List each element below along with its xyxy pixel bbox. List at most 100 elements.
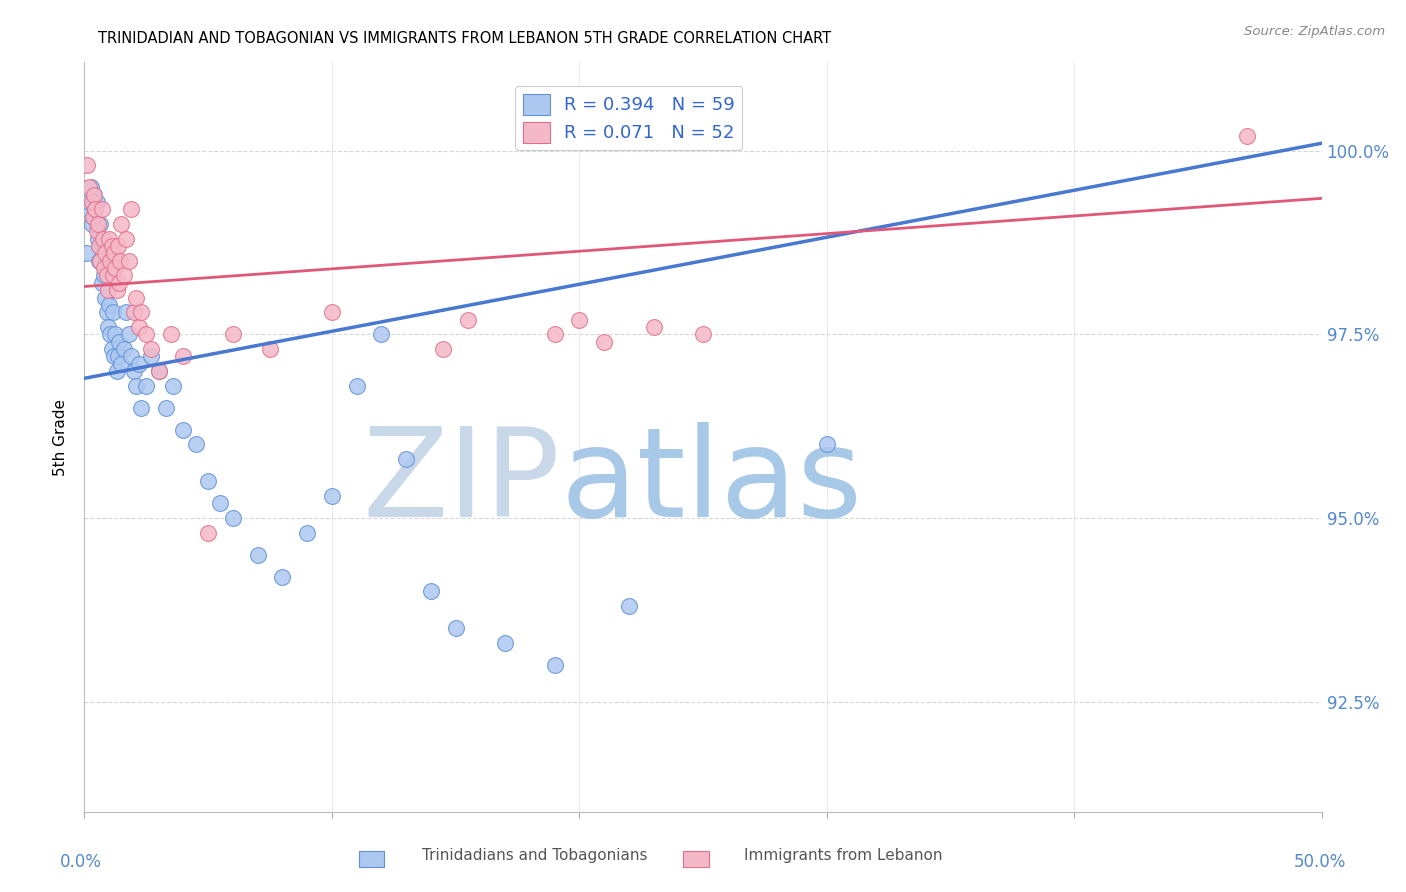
Point	[444, 621, 467, 635]
Point	[110, 253, 132, 268]
Point	[104, 261, 127, 276]
Point	[172, 349, 194, 363]
Point	[80, 194, 103, 209]
Point	[160, 327, 183, 342]
FancyBboxPatch shape	[683, 851, 709, 867]
Text: Immigrants from Lebanon: Immigrants from Lebanon	[744, 848, 943, 863]
Point	[96, 268, 118, 283]
Point	[108, 334, 131, 349]
Point	[89, 217, 111, 231]
Point	[77, 202, 100, 217]
Point	[128, 357, 150, 371]
Point	[76, 246, 98, 260]
Point	[321, 489, 343, 503]
Point	[79, 180, 101, 194]
Point	[84, 202, 107, 217]
Point	[103, 246, 125, 260]
Point	[105, 283, 128, 297]
Point	[118, 327, 141, 342]
Point	[135, 378, 157, 392]
Point	[104, 327, 127, 342]
Point	[222, 327, 245, 342]
Point	[197, 525, 219, 540]
Point	[141, 342, 163, 356]
Point	[93, 261, 115, 276]
Point	[93, 268, 115, 283]
Point	[120, 349, 142, 363]
Point	[90, 202, 112, 217]
Point	[197, 474, 219, 488]
Point	[112, 268, 135, 283]
Point	[94, 246, 117, 260]
Point	[162, 378, 184, 392]
Point	[141, 349, 163, 363]
Point	[494, 636, 516, 650]
Point	[91, 239, 114, 253]
Point	[94, 291, 117, 305]
Point	[82, 210, 104, 224]
Point	[184, 437, 207, 451]
Point	[89, 253, 111, 268]
Point	[98, 253, 121, 268]
Point	[222, 511, 245, 525]
Point	[125, 291, 148, 305]
Point	[692, 327, 714, 342]
Point	[79, 194, 101, 209]
Point	[1236, 128, 1258, 143]
Point	[112, 342, 135, 356]
Point	[101, 268, 124, 283]
Text: 0.0%: 0.0%	[59, 853, 101, 871]
Point	[108, 276, 131, 290]
Point	[86, 194, 108, 209]
Point	[84, 202, 107, 217]
Text: Source: ZipAtlas.com: Source: ZipAtlas.com	[1244, 25, 1385, 38]
Point	[346, 378, 368, 392]
Point	[643, 319, 665, 334]
Point	[107, 349, 129, 363]
Point	[76, 158, 98, 172]
Point	[122, 305, 145, 319]
Point	[100, 342, 122, 356]
Point	[815, 437, 838, 451]
Point	[148, 364, 170, 378]
Point	[395, 452, 418, 467]
Point	[90, 276, 112, 290]
Point	[259, 342, 281, 356]
Point	[457, 312, 479, 326]
Point	[82, 210, 104, 224]
Point	[321, 305, 343, 319]
Point	[432, 342, 454, 356]
Point	[120, 202, 142, 217]
FancyBboxPatch shape	[359, 851, 384, 867]
Point	[83, 187, 105, 202]
Point	[271, 569, 294, 583]
Y-axis label: 5th Grade: 5th Grade	[53, 399, 69, 475]
Point	[89, 239, 111, 253]
Point	[83, 187, 105, 202]
Point	[129, 401, 152, 415]
Point	[98, 232, 121, 246]
Point	[91, 232, 114, 246]
Point	[246, 548, 269, 562]
Point	[129, 305, 152, 319]
Point	[98, 298, 121, 312]
Point	[617, 599, 640, 613]
Point	[115, 305, 138, 319]
Point	[97, 319, 120, 334]
Legend: R = 0.394   N = 59, R = 0.071   N = 52: R = 0.394 N = 59, R = 0.071 N = 52	[516, 87, 742, 150]
Text: TRINIDADIAN AND TOBAGONIAN VS IMMIGRANTS FROM LEBANON 5TH GRADE CORRELATION CHAR: TRINIDADIAN AND TOBAGONIAN VS IMMIGRANTS…	[98, 31, 831, 46]
Point	[370, 327, 392, 342]
Point	[115, 232, 138, 246]
Text: atlas: atlas	[561, 422, 863, 542]
Text: ZIP: ZIP	[363, 422, 561, 542]
Point	[97, 283, 120, 297]
Point	[128, 319, 150, 334]
Point	[110, 357, 132, 371]
Point	[110, 217, 132, 231]
Point	[86, 224, 108, 238]
Point	[107, 239, 129, 253]
Point	[125, 378, 148, 392]
Point	[135, 327, 157, 342]
Text: 50.0%: 50.0%	[1294, 853, 1347, 871]
Point	[148, 364, 170, 378]
